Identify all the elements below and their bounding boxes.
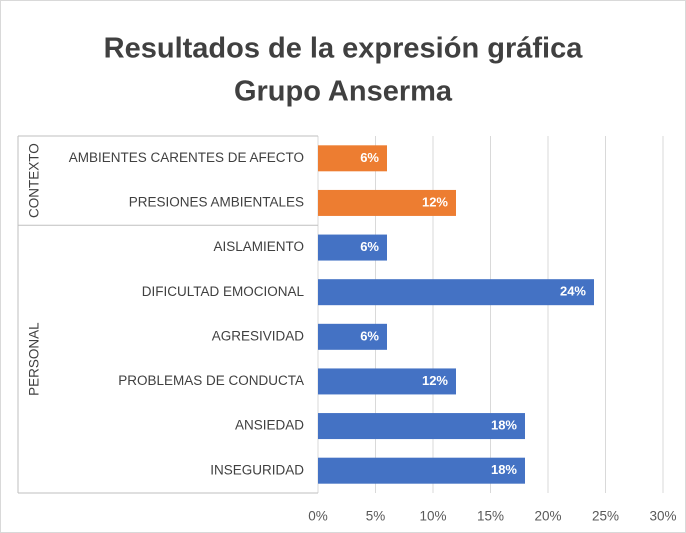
bar [318,279,594,306]
x-tick-label: 15% [477,509,504,524]
x-tick-label: 0% [308,509,328,524]
bar [318,413,525,440]
data-label: 6% [360,328,379,343]
data-label: 12% [422,373,448,388]
x-tick-label: 10% [419,509,446,524]
y-tick-label: AISLAMIENTO [213,239,304,254]
bar [318,323,387,350]
data-label: 6% [360,150,379,165]
bar [318,145,387,172]
group-label: PERSONAL [27,322,42,396]
x-tick-label: 20% [534,509,561,524]
data-label: 18% [491,418,517,433]
y-tick-label: AMBIENTES CARENTES DE AFECTO [69,150,304,165]
y-tick-label: PROBLEMAS DE CONDUCTA [118,373,304,388]
x-tick-label: 25% [592,509,619,524]
x-tick-label: 30% [649,509,676,524]
chart-title: Resultados de la expresión gráfica [104,33,584,65]
bar [318,368,456,395]
y-tick-label: PRESIONES AMBIENTALES [129,195,304,210]
bar [318,189,456,216]
data-label: 18% [491,462,517,477]
chart-title: Grupo Anserma [234,76,453,108]
data-label: 12% [422,194,448,209]
bar [318,457,525,484]
bar [318,234,387,261]
data-label: 6% [360,239,379,254]
group-label: CONTEXTO [27,143,42,218]
y-tick-label: ANSIEDAD [235,418,304,433]
y-tick-label: AGRESIVIDAD [212,328,305,343]
x-tick-label: 5% [366,509,386,524]
y-tick-label: INSEGURIDAD [210,462,304,477]
y-tick-label: DIFICULTAD EMOCIONAL [142,284,305,299]
data-label: 24% [560,284,586,299]
